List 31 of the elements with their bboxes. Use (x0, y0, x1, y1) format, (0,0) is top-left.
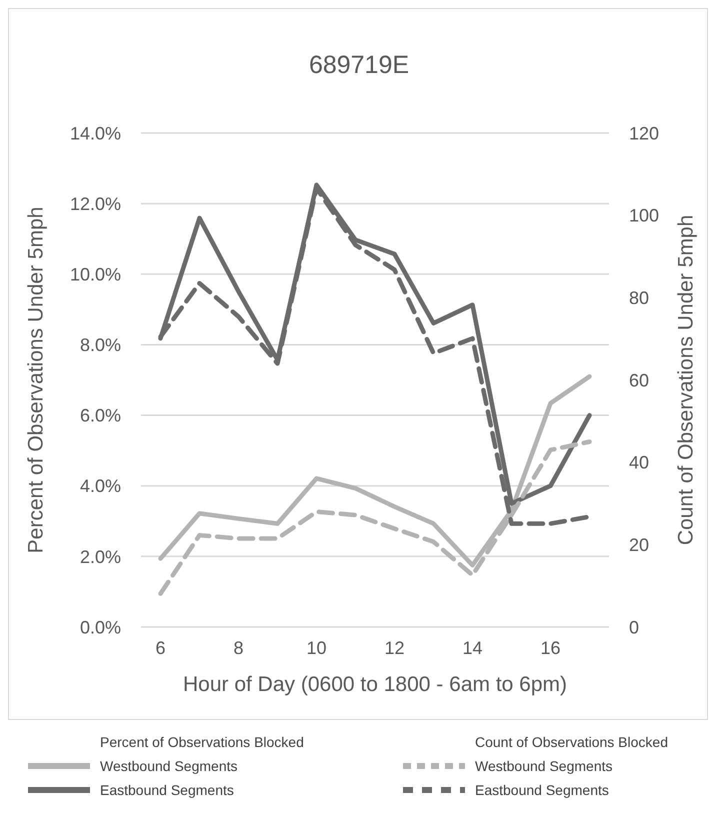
legend-label: Eastbound Segments (100, 782, 234, 798)
y2-tick-label: 80 (629, 288, 650, 308)
x-tick-label: 14 (462, 638, 483, 658)
text: Count of Observations Blocked (475, 733, 669, 752)
chart-title: 689719E (308, 51, 410, 80)
y-tick-label: 6.0% (80, 406, 121, 426)
x-tick-label: 12 (384, 638, 405, 658)
y2-tick-label: 60 (629, 370, 650, 390)
y2-tick-label: 40 (629, 452, 650, 473)
y-tick-label: 2.0% (80, 546, 121, 567)
y2-tick-label: 0 (629, 617, 640, 638)
y-tick-label: 4.0% (80, 476, 121, 496)
y2-tick-label: 120 (629, 123, 660, 144)
x-axis-title: Hour of Day (0600 to 1800 - 6am to 6pm) (182, 673, 568, 696)
x-tick-label: 8 (233, 638, 244, 658)
y2-tick-label: 100 (629, 206, 660, 226)
legend-label: Westbound Segments (475, 758, 612, 774)
x-tick-label: 6 (155, 638, 166, 658)
y-tick-label: 10.0% (70, 264, 121, 285)
legend-label: Westbound Segments (100, 758, 238, 774)
x-tick-label: 10 (306, 638, 327, 658)
text: Percent of Observations Blocked (100, 733, 305, 752)
y2-tick-label: 20 (629, 535, 650, 556)
y-tick-label: 0.0% (80, 617, 121, 638)
y-axis-title: Percent of Observations Under 5mph (24, 206, 48, 554)
legend-label: Eastbound Segments (475, 782, 609, 798)
y-tick-label: 12.0% (70, 194, 121, 214)
y-tick-label: 14.0% (70, 123, 121, 144)
x-tick-label: 16 (540, 638, 561, 658)
y-tick-label: 8.0% (80, 335, 121, 356)
y2-axis-title: Count of Observations Under 5mph (674, 214, 698, 546)
